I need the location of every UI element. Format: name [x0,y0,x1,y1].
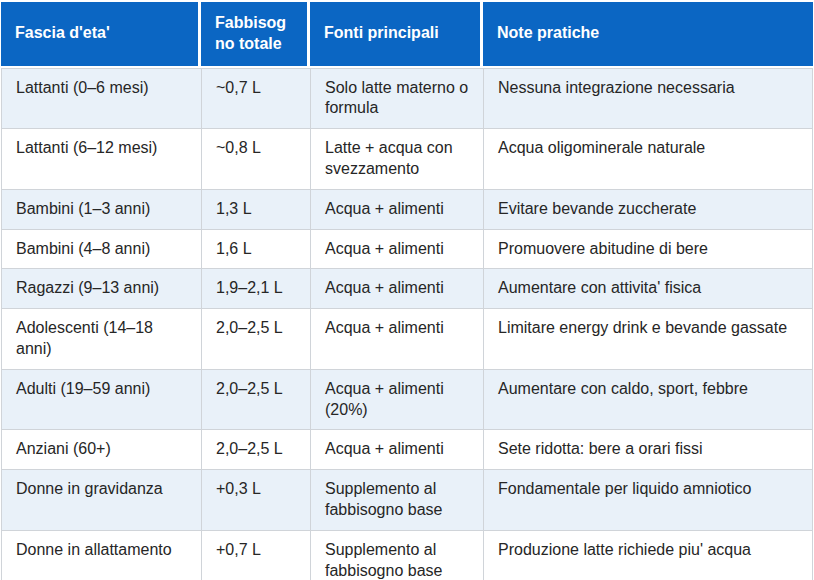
column-header-total-requirement: Fabbisogno totale [201,2,310,68]
cell-main-sources: Supplemento al fabbisogno base [310,531,483,580]
header-row: Fascia d'eta' Fabbisogno totale Fonti pr… [1,2,813,68]
cell-practical-notes: Promuovere abitudine di bere [483,230,813,270]
column-header-main-sources: Fonti principali [310,2,483,68]
cell-practical-notes: Sete ridotta: bere a orari fissi [483,430,813,470]
table-row: Lattanti (6–12 mesi) ~0,8 L Latte + acqu… [1,129,813,190]
cell-age-group: Anziani (60+) [1,430,201,470]
cell-age-group: Ragazzi (9–13 anni) [1,269,201,309]
cell-total-requirement: 2,0–2,5 L [201,430,310,470]
column-header-practical-notes: Note pratiche [483,2,813,68]
cell-main-sources: Latte + acqua con svezzamento [310,129,483,190]
cell-main-sources: Acqua + alimenti [310,190,483,230]
cell-total-requirement: 1,3 L [201,190,310,230]
cell-practical-notes: Produzione latte richiede piu' acqua [483,531,813,580]
table-row: Ragazzi (9–13 anni) 1,9–2,1 L Acqua + al… [1,269,813,309]
cell-age-group: Donne in allattamento [1,531,201,580]
cell-main-sources: Acqua + alimenti [310,309,483,370]
cell-main-sources: Supplemento al fabbisogno base [310,470,483,531]
table-row: Bambini (4–8 anni) 1,6 L Acqua + aliment… [1,230,813,270]
cell-practical-notes: Nessuna integrazione necessaria [483,68,813,130]
cell-practical-notes: Evitare bevande zuccherate [483,190,813,230]
hydration-table-container: Fascia d'eta' Fabbisogno totale Fonti pr… [0,0,814,580]
table-row: Adulti (19–59 anni) 2,0–2,5 L Acqua + al… [1,370,813,431]
cell-total-requirement: ~0,7 L [201,68,310,130]
cell-practical-notes: Aumentare con attivita' fisica [483,269,813,309]
table-row: Adolescenti (14–18 anni) 2,0–2,5 L Acqua… [1,309,813,370]
table-row: Donne in gravidanza +0,3 L Supplemento a… [1,470,813,531]
table-row: Bambini (1–3 anni) 1,3 L Acqua + aliment… [1,190,813,230]
table-row: Anziani (60+) 2,0–2,5 L Acqua + alimenti… [1,430,813,470]
cell-age-group: Donne in gravidanza [1,470,201,531]
cell-total-requirement: 1,9–2,1 L [201,269,310,309]
cell-total-requirement: 2,0–2,5 L [201,370,310,431]
cell-age-group: Adulti (19–59 anni) [1,370,201,431]
cell-total-requirement: +0,3 L [201,470,310,531]
table-row: Donne in allattamento +0,7 L Supplemento… [1,531,813,580]
hydration-table: Fascia d'eta' Fabbisogno totale Fonti pr… [1,2,813,580]
cell-total-requirement: +0,7 L [201,531,310,580]
cell-age-group: Bambini (4–8 anni) [1,230,201,270]
cell-age-group: Bambini (1–3 anni) [1,190,201,230]
cell-total-requirement: 1,6 L [201,230,310,270]
cell-age-group: Lattanti (0–6 mesi) [1,68,201,130]
cell-main-sources: Acqua + alimenti [310,430,483,470]
cell-total-requirement: ~0,8 L [201,129,310,190]
cell-practical-notes: Acqua oligominerale naturale [483,129,813,190]
table-row: Lattanti (0–6 mesi) ~0,7 L Solo latte ma… [1,68,813,130]
cell-age-group: Adolescenti (14–18 anni) [1,309,201,370]
cell-main-sources: Solo latte materno o formula [310,68,483,130]
cell-main-sources: Acqua + alimenti (20%) [310,370,483,431]
table-body: Lattanti (0–6 mesi) ~0,7 L Solo latte ma… [1,68,813,580]
cell-practical-notes: Fondamentale per liquido amniotico [483,470,813,531]
cell-main-sources: Acqua + alimenti [310,230,483,270]
cell-practical-notes: Limitare energy drink e bevande gassate [483,309,813,370]
cell-main-sources: Acqua + alimenti [310,269,483,309]
table-header: Fascia d'eta' Fabbisogno totale Fonti pr… [1,2,813,68]
cell-practical-notes: Aumentare con caldo, sport, febbre [483,370,813,431]
cell-age-group: Lattanti (6–12 mesi) [1,129,201,190]
cell-total-requirement: 2,0–2,5 L [201,309,310,370]
column-header-age-group: Fascia d'eta' [1,2,201,68]
